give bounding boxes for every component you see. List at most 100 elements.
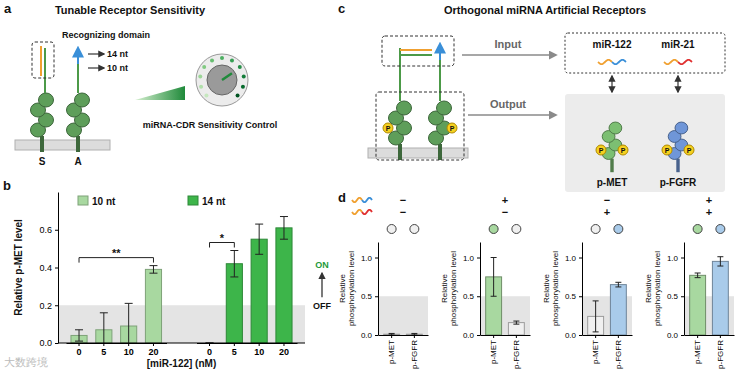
watermark: 大数跨境 <box>4 356 48 368</box>
axis-line <box>197 343 298 344</box>
tick-mark <box>414 335 415 338</box>
strand <box>400 49 432 51</box>
tick-label: 0 <box>207 347 212 357</box>
x-axis: 051020 <box>197 343 298 357</box>
mirna-icon <box>362 210 372 214</box>
tick-mark <box>283 343 284 346</box>
bar <box>690 275 706 335</box>
tick-label: 0.0 <box>667 331 679 340</box>
tick-mark <box>259 343 260 346</box>
x-axis: p-METp-FGFR <box>481 335 531 369</box>
strand <box>40 46 42 76</box>
tick-label: 0.5 <box>565 292 577 301</box>
tick-mark <box>375 296 378 297</box>
dial-dot <box>210 58 214 62</box>
tick-mark <box>79 343 80 346</box>
output-box <box>376 92 464 160</box>
axis-line <box>480 243 481 336</box>
output-label: Output <box>490 98 526 110</box>
x-axis: p-METp-FGFR <box>379 335 429 369</box>
input-sign: + <box>604 206 610 218</box>
input-box <box>382 36 454 66</box>
receptor-domain <box>39 93 54 107</box>
tick-label: 0 <box>77 347 82 357</box>
tick-label: 5 <box>232 347 237 357</box>
y-axis: 0.00.51.0 <box>361 243 379 341</box>
tick-label: p-FGFR <box>614 340 623 369</box>
tick: 10 <box>124 343 134 357</box>
x-axis-line <box>58 343 305 344</box>
phospho-site <box>596 145 606 155</box>
input-sign: + <box>706 206 712 218</box>
tick-label: p-FGFR <box>512 340 521 369</box>
mirna-icon <box>664 60 678 64</box>
input-sign: − <box>502 206 508 218</box>
status-indicator <box>387 225 396 234</box>
tick-label: 10 <box>254 347 264 357</box>
tick-mark <box>477 296 480 297</box>
transmembrane <box>438 144 442 160</box>
tick-label: 20 <box>148 347 158 357</box>
arrow <box>88 53 104 54</box>
output-name: p-MET <box>597 177 628 188</box>
input-sign: − <box>604 194 610 206</box>
tick-label: 0.0 <box>463 331 475 340</box>
tick: 0.0 <box>361 331 378 340</box>
y-axis: 0.00.51.0 <box>565 243 583 341</box>
x-axis: 051020 <box>67 343 168 357</box>
tick-mark <box>720 335 721 338</box>
domain-label: Recognizing domain <box>62 30 150 40</box>
tick: 0.5 <box>565 292 582 301</box>
status-indicator <box>512 225 521 234</box>
axis-line <box>582 243 583 336</box>
dial <box>196 54 248 106</box>
axis-line <box>58 193 59 344</box>
tick: p-MET <box>591 335 600 364</box>
membrane <box>368 148 468 158</box>
error-bar <box>411 333 417 335</box>
panel-label: d <box>338 190 346 205</box>
mirna-label: miR-122 <box>593 39 632 50</box>
receptor-domain <box>437 101 452 115</box>
error-bar <box>100 313 108 343</box>
axis-line <box>684 243 685 336</box>
panel-title: Orthogonal miRNA Artificial Receptors <box>444 4 646 16</box>
tick: p-MET <box>693 335 702 364</box>
dial-dot <box>238 65 242 69</box>
arrow <box>468 114 556 116</box>
panel-c: cOrthogonal miRNA Artificial ReceptorsPP… <box>338 1 725 192</box>
error-bar <box>75 330 83 341</box>
receptor-domain <box>675 122 688 134</box>
significance-label: ** <box>112 247 121 259</box>
error-bar <box>513 321 519 324</box>
status-indicator <box>410 225 419 234</box>
tick: 1.0 <box>565 254 582 263</box>
receptor-label: A <box>74 156 81 167</box>
tick-label: p-FGFR <box>410 340 419 369</box>
x-axis-title: [miR-122] (nM) <box>147 358 216 369</box>
chart-d-2: 0.00.51.0p-METp-FGFRRelativephosphorylat… <box>440 194 531 369</box>
receptor-domain <box>609 122 622 134</box>
arrow <box>88 67 104 68</box>
tick-label: 1.0 <box>565 254 577 263</box>
transmembrane <box>398 144 402 160</box>
tick-label: p-MET <box>591 340 600 364</box>
bar <box>384 334 400 335</box>
error-bar <box>280 217 288 240</box>
error-bar <box>491 258 497 297</box>
length-label: 14 nt <box>107 49 128 59</box>
axis-line <box>378 243 379 336</box>
plot-area <box>58 217 305 343</box>
tick-mark <box>493 335 494 338</box>
recognizing-box <box>32 42 54 78</box>
tick: 0.0 <box>667 331 684 340</box>
axis-line <box>481 335 531 336</box>
tick-mark <box>618 335 619 338</box>
double-arrow <box>677 76 678 92</box>
chart-d-1: 0.00.51.0p-METp-FGFRRelativephosphorylat… <box>338 194 429 369</box>
status-indicator <box>489 225 498 234</box>
tick-mark <box>153 343 154 346</box>
tick: 1.0 <box>463 254 480 263</box>
tick-label: 0.5 <box>667 292 679 301</box>
tick: 10 <box>254 343 264 357</box>
